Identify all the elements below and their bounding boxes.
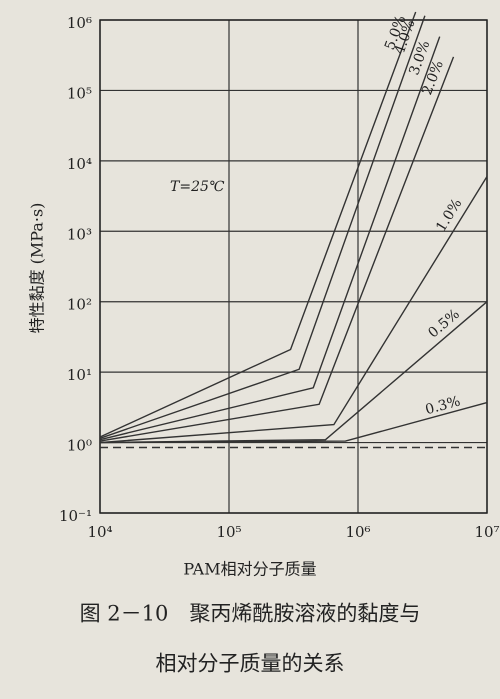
line <box>99 401 488 444</box>
x-tick-label: 10⁶ <box>345 523 370 541</box>
y-tick-label: 10⁵ <box>67 84 92 102</box>
x-tick-label: 10⁴ <box>87 523 112 541</box>
caption: 相对分子质量的关系 <box>156 652 345 676</box>
y-tick-label: 10⁴ <box>67 155 92 173</box>
line <box>99 15 426 439</box>
annotation: T=25℃ <box>170 179 225 195</box>
y-tick-label: 10⁶ <box>67 14 92 32</box>
line <box>99 36 441 441</box>
y-tick-label: 10⁰ <box>67 437 92 455</box>
plot-frame <box>99 19 488 514</box>
x-axis-label: PAM相对分子质量 <box>183 560 316 579</box>
y-tick-label: 10³ <box>67 225 92 243</box>
y-tick-label: 10¹ <box>67 366 92 384</box>
x-tick-label: 10⁷ <box>474 523 499 541</box>
line <box>99 56 455 442</box>
line <box>99 11 417 438</box>
line <box>99 176 488 444</box>
y-tick-label: 10⁻¹ <box>59 507 92 525</box>
y-tick-label: 10² <box>67 296 92 314</box>
x-tick-label: 10⁵ <box>216 523 241 541</box>
caption: 图 2－10 聚丙烯酰胺溶液的黏度与 <box>80 602 421 626</box>
y-axis-label: 特性黏度 (MPa·s) <box>28 203 47 334</box>
